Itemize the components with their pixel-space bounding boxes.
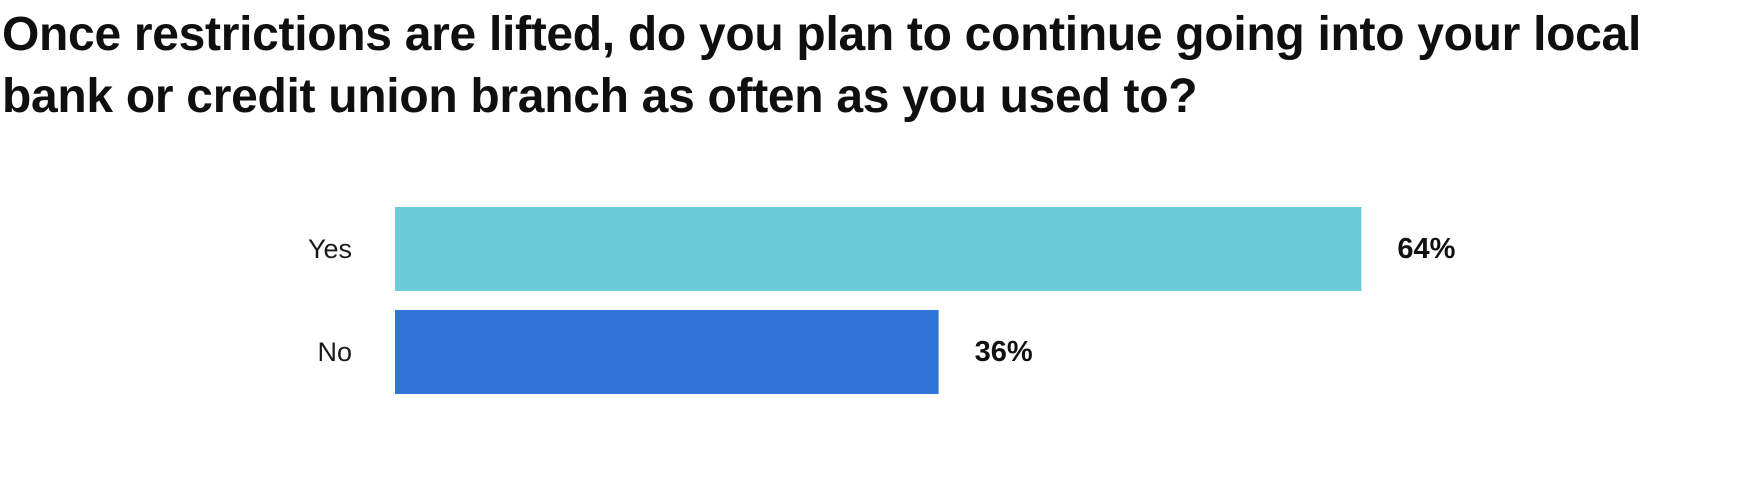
category-label-no: No [317, 337, 352, 367]
value-label-no: 36% [975, 336, 1033, 368]
category-label-yes: Yes [308, 234, 352, 264]
value-label-yes: 64% [1397, 233, 1455, 265]
bar-yes [395, 207, 1362, 291]
bar-no [395, 310, 939, 394]
chart-title: Once restrictions are lifted, do you pla… [2, 8, 1641, 123]
